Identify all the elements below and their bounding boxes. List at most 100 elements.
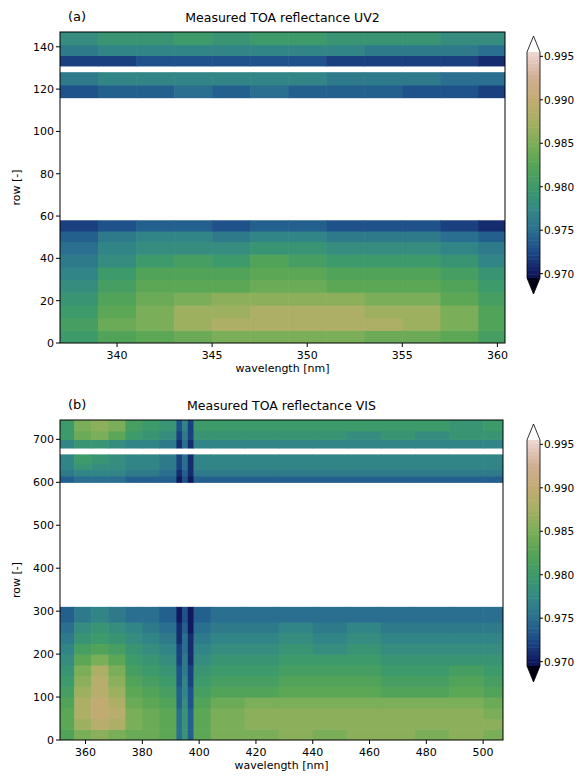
cell [159,431,177,440]
y-tick [56,173,60,174]
cell [364,241,403,254]
cell [313,729,348,740]
y-tick [56,525,60,526]
cell [142,622,160,633]
x-tick [142,740,143,744]
cell [245,643,280,654]
cell [159,476,177,483]
cell [313,439,348,448]
cell [402,254,441,267]
colorbar-segment [527,60,540,64]
cell [279,643,314,654]
cell [142,719,160,730]
cell [74,431,92,440]
colorbar-segment [527,120,540,124]
cell [326,55,365,66]
cell [245,476,280,483]
colorbar-segment [527,67,540,71]
x-tick [117,343,118,347]
cell [60,267,99,280]
colorbar-segment [527,583,540,587]
cell [449,633,484,644]
cell [279,729,314,740]
colorbar-tick [540,56,543,57]
cell [74,463,92,470]
cell [381,607,416,623]
cell [60,55,99,66]
cell [212,330,251,343]
cell [402,280,441,293]
cell [174,267,213,280]
cell [188,439,194,448]
cell [108,729,126,740]
x-tick-label: 480 [416,746,437,759]
cell [313,654,348,665]
y-tick [56,46,60,47]
cell [176,633,182,644]
colorbar-segment [527,135,540,139]
cell [125,469,143,476]
cell [212,292,251,305]
cell [174,220,213,231]
cell [125,643,143,654]
cell [288,85,327,98]
cell [91,454,109,463]
cell [176,454,182,463]
cell [212,280,251,293]
cell [483,476,503,483]
colorbar-segment [527,101,540,105]
cell [159,454,177,463]
x-tick-label: 360 [487,349,508,362]
colorbar-segment [527,549,540,553]
colorbar-tick-label: 0.990 [544,94,574,106]
cell [279,607,314,623]
cell [60,676,75,687]
cell [250,280,289,293]
cell [159,697,177,708]
cell [250,32,289,45]
colorbar-segment [527,545,540,549]
cell [402,85,441,98]
cell [483,607,503,623]
cell [74,643,92,654]
cell [440,254,479,267]
cell [125,622,143,633]
colorbar-tick-label: 0.970 [544,268,574,280]
cell [364,318,403,331]
cell [142,708,160,719]
cell [60,85,99,98]
cell [381,643,416,654]
y-tick [56,89,60,90]
colorbar-segment [527,617,540,621]
colorbar-segment [527,173,540,177]
colorbar-segment [527,161,540,165]
cell [142,476,160,483]
cell [326,72,365,85]
colorbar-segment [527,142,540,146]
cell [176,439,182,448]
cell [188,454,194,463]
colorbar-tick [540,531,543,532]
cell [188,665,194,676]
y-tick-label: 200 [33,648,54,661]
cell [125,654,143,665]
cell [142,697,160,708]
cell [288,318,327,331]
cell [381,665,416,676]
cell [245,439,280,448]
cell [193,607,211,623]
cell [60,454,75,463]
cell [182,439,188,448]
colorbar-segment [527,78,540,82]
cell [159,469,177,476]
cell [313,665,348,676]
cell [174,318,213,331]
cell [415,697,450,708]
cell [74,633,92,644]
cell [415,454,450,463]
cell [60,469,75,476]
cell [98,45,137,56]
cell [347,439,382,448]
y-tick-label: 700 [33,433,54,446]
cell [174,45,213,56]
